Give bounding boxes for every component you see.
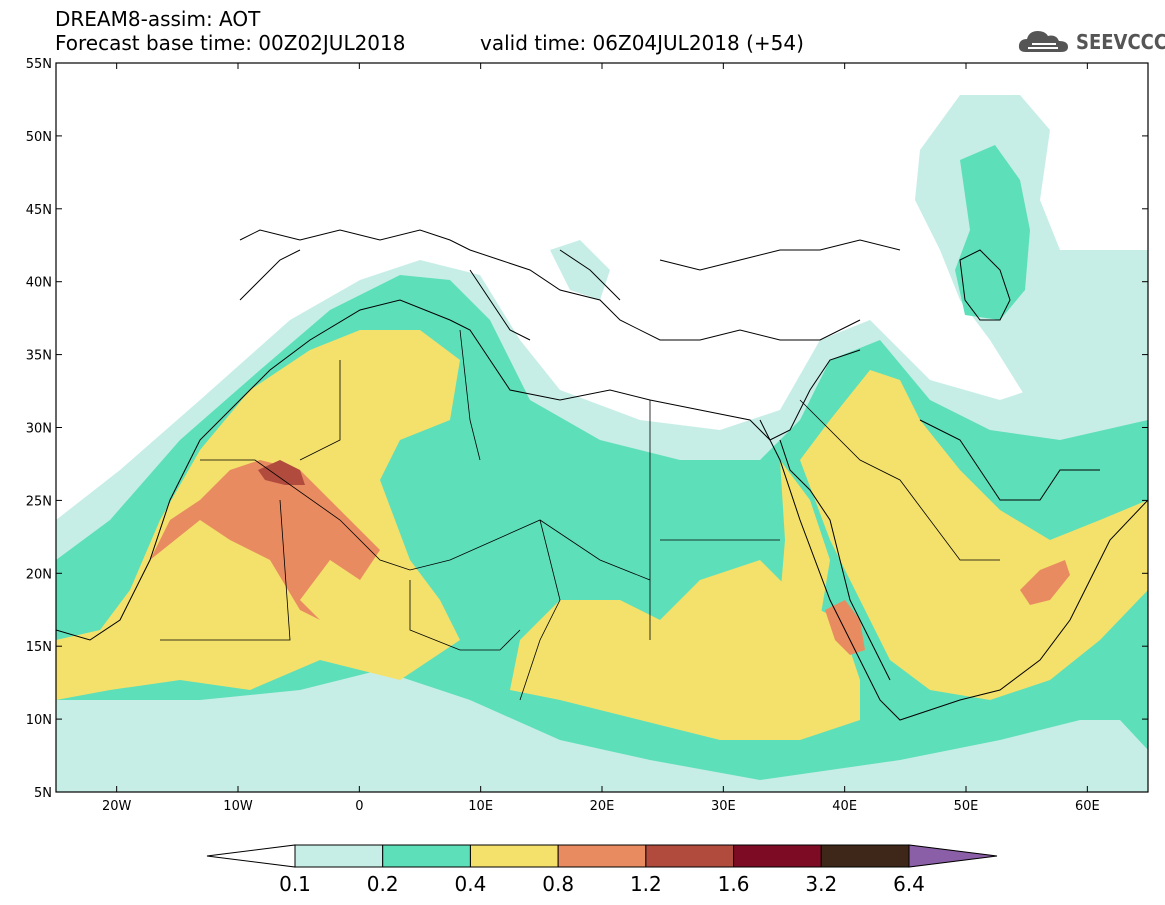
cloud-icon xyxy=(1018,31,1068,52)
aot-field xyxy=(56,95,1148,792)
colorbar-swatch xyxy=(557,844,647,868)
lat-tick-label: 15N xyxy=(26,640,52,655)
colorbar-label: 0.1 xyxy=(279,872,311,896)
aot-band-0.8-ethiopia xyxy=(825,600,865,655)
lon-tick-label: 60E xyxy=(1075,799,1100,814)
lat-tick-label: 10N xyxy=(26,713,52,728)
lat-tick-label: 20N xyxy=(26,567,52,582)
lat-tick-label: 35N xyxy=(26,349,52,364)
colorbar-swatch xyxy=(469,844,559,868)
colorbar-label: 6.4 xyxy=(893,872,925,896)
colorbar-label: 1.6 xyxy=(718,872,750,896)
colorbar-swatch xyxy=(645,844,735,868)
lon-tick-label: 40E xyxy=(832,799,857,814)
lat-tick-label: 45N xyxy=(26,203,52,218)
lat-tick-label: 25N xyxy=(26,494,52,509)
lat-tick-label: 30N xyxy=(26,422,52,437)
lon-tick-label: 20E xyxy=(590,799,615,814)
colorbar-label: 0.2 xyxy=(367,872,399,896)
colorbar: 0.1 0.2 0.4 0.8 1.2 1.6 3.2 6.4 xyxy=(206,844,998,896)
country-borders xyxy=(160,329,1000,701)
lat-tick-label: 50N xyxy=(26,130,52,145)
aot-band-0.8-oman xyxy=(1020,560,1070,605)
colorbar-label: 1.2 xyxy=(630,872,662,896)
aot-band-0.4-red-sea xyxy=(780,460,830,650)
lat-tick-label: 5N xyxy=(34,786,52,801)
aot-band-0.1-adriatic xyxy=(550,240,610,300)
lon-tick-label: 0 xyxy=(355,799,363,814)
lon-tick-label: 50E xyxy=(954,799,979,814)
colorbar-label: 3.2 xyxy=(805,872,837,896)
lat-axis: 5N 10N 15N 20N 25N 30N 35N 40N 45N 50N 55N xyxy=(26,57,1148,801)
aot-band-0.4-central xyxy=(510,560,860,740)
lat-tick-label: 40N xyxy=(26,276,52,291)
forecast-base-time: Forecast base time: 00Z02JUL2018 xyxy=(55,31,406,55)
colorbar-swatch xyxy=(733,844,822,868)
colorbar-label: 0.4 xyxy=(455,872,487,896)
aot-band-1.2 xyxy=(258,460,305,485)
aot-band-0.2-caspian xyxy=(955,145,1030,320)
aot-band-0.8-sahara xyxy=(150,460,380,620)
colorbar-over-triangle xyxy=(908,844,998,868)
lon-tick-label: 30E xyxy=(711,799,736,814)
valid-time: valid time: 06Z04JUL2018 (+54) xyxy=(480,31,804,55)
seevccc-logo: SEEVCCC xyxy=(1018,26,1165,56)
aot-band-0.4-arabia xyxy=(800,370,1148,700)
logo-text: SEEVCCC xyxy=(1076,30,1165,54)
lon-axis: 20W 10W 0 10E 20E 30E 40E 50E 60E xyxy=(102,63,1100,814)
colorbar-swatch xyxy=(294,844,384,868)
lon-tick-label: 10W xyxy=(223,799,253,814)
lon-tick-label: 20W xyxy=(102,799,132,814)
map-title: DREAM8-assim: AOT xyxy=(55,7,261,31)
colorbar-label: 0.8 xyxy=(542,872,574,896)
colorbar-swatch xyxy=(382,844,471,868)
colorbar-swatch xyxy=(820,844,910,868)
lat-tick-label: 55N xyxy=(26,57,52,72)
colorbar-under-triangle xyxy=(206,844,296,868)
lon-tick-label: 10E xyxy=(468,799,493,814)
coastlines xyxy=(56,229,1148,721)
